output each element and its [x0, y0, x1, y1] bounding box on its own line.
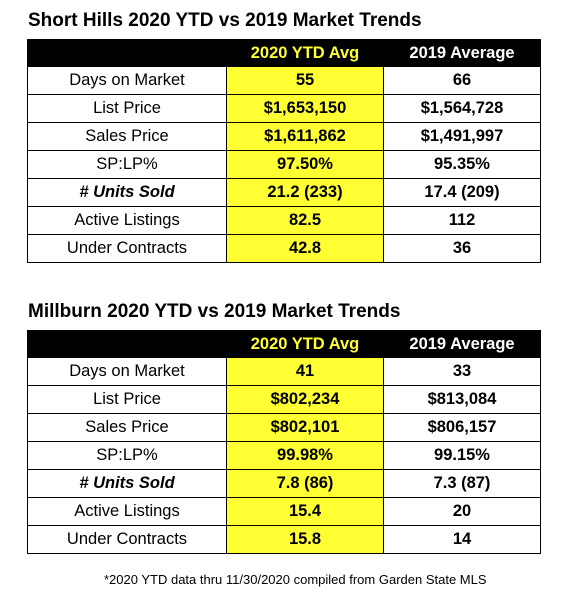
value-2020: 15.8: [226, 525, 384, 554]
metric-label: Days on Market: [27, 357, 227, 386]
metric-label: # Units Sold: [27, 469, 227, 498]
table-header-row: 2020 YTD Avg 2019 Average: [27, 39, 541, 67]
value-2019: 17.4 (209): [383, 178, 541, 207]
value-2019: $813,084: [383, 385, 541, 414]
table-row: List Price $802,234 $813,084: [27, 385, 541, 414]
table-row: Sales Price $802,101 $806,157: [27, 413, 541, 442]
metric-label: Sales Price: [27, 122, 227, 151]
value-2019: 14: [383, 525, 541, 554]
metric-label: Active Listings: [27, 206, 227, 235]
table-row: # Units Sold 21.2 (233) 17.4 (209): [27, 178, 541, 207]
value-2019: $806,157: [383, 413, 541, 442]
millburn-title: Millburn 2020 YTD vs 2019 Market Trends: [28, 301, 401, 322]
value-2019: 7.3 (87): [383, 469, 541, 498]
table-row: Active Listings 82.5 112: [27, 206, 541, 235]
value-2019: 112: [383, 206, 541, 235]
value-2020: $1,611,862: [226, 122, 384, 151]
value-2020: 21.2 (233): [226, 178, 384, 207]
metric-label: Under Contracts: [27, 525, 227, 554]
table-row: Sales Price $1,611,862 $1,491,997: [27, 122, 541, 151]
metric-label: Under Contracts: [27, 234, 227, 263]
value-2019: 66: [383, 66, 541, 95]
table-row: SP:LP% 99.98% 99.15%: [27, 441, 541, 470]
table-row: List Price $1,653,150 $1,564,728: [27, 94, 541, 123]
metric-label: Active Listings: [27, 497, 227, 526]
metric-label: # Units Sold: [27, 178, 227, 207]
value-2019: $1,564,728: [383, 94, 541, 123]
value-2020: 15.4: [226, 497, 384, 526]
header-metric: [27, 39, 227, 67]
value-2020: 97.50%: [226, 150, 384, 179]
value-2020: 7.8 (86): [226, 469, 384, 498]
metric-label: Days on Market: [27, 66, 227, 95]
value-2019: 36: [383, 234, 541, 263]
table-row: Days on Market 55 66: [27, 66, 541, 95]
value-2020: 82.5: [226, 206, 384, 235]
metric-label: List Price: [27, 385, 227, 414]
metric-label: SP:LP%: [27, 441, 227, 470]
short-hills-title: Short Hills 2020 YTD vs 2019 Market Tren…: [28, 10, 422, 31]
footnote: *2020 YTD data thru 11/30/2020 compiled …: [104, 572, 487, 587]
value-2019: 95.35%: [383, 150, 541, 179]
header-2019-average: 2019 Average: [383, 39, 541, 67]
value-2020: $802,101: [226, 413, 384, 442]
value-2019: 33: [383, 357, 541, 386]
table-row: # Units Sold 7.8 (86) 7.3 (87): [27, 469, 541, 498]
table-row: Under Contracts 15.8 14: [27, 525, 541, 554]
header-metric: [27, 330, 227, 358]
table-row: Under Contracts 42.8 36: [27, 234, 541, 263]
value-2020: 99.98%: [226, 441, 384, 470]
table-row: Active Listings 15.4 20: [27, 497, 541, 526]
value-2020: 42.8: [226, 234, 384, 263]
value-2019: $1,491,997: [383, 122, 541, 151]
header-2020-ytd-avg: 2020 YTD Avg: [226, 330, 384, 358]
metric-label: Sales Price: [27, 413, 227, 442]
header-2020-ytd-avg: 2020 YTD Avg: [226, 39, 384, 67]
metric-label: SP:LP%: [27, 150, 227, 179]
short-hills-table: 2020 YTD Avg 2019 Average Days on Market…: [27, 39, 541, 263]
value-2020: 55: [226, 66, 384, 95]
millburn-table: 2020 YTD Avg 2019 Average Days on Market…: [27, 330, 541, 554]
value-2020: 41: [226, 357, 384, 386]
value-2020: $1,653,150: [226, 94, 384, 123]
value-2019: 99.15%: [383, 441, 541, 470]
value-2020: $802,234: [226, 385, 384, 414]
metric-label: List Price: [27, 94, 227, 123]
table-row: Days on Market 41 33: [27, 357, 541, 386]
header-2019-average: 2019 Average: [383, 330, 541, 358]
value-2019: 20: [383, 497, 541, 526]
table-header-row: 2020 YTD Avg 2019 Average: [27, 330, 541, 358]
table-row: SP:LP% 97.50% 95.35%: [27, 150, 541, 179]
